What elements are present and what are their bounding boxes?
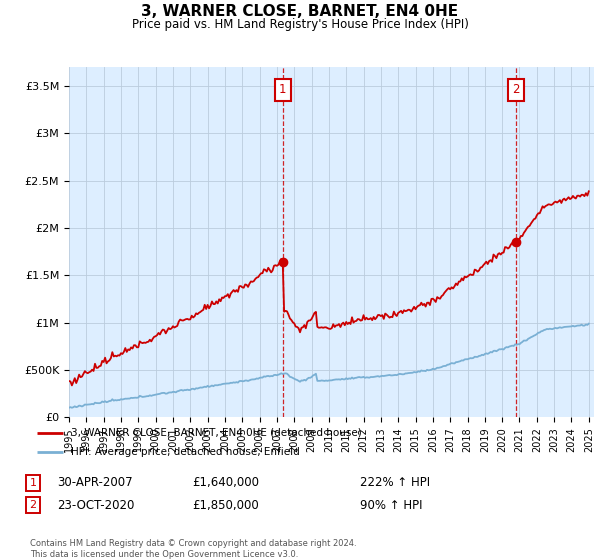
- Text: £1,640,000: £1,640,000: [192, 476, 259, 489]
- Text: 222% ↑ HPI: 222% ↑ HPI: [360, 476, 430, 489]
- Text: 30-APR-2007: 30-APR-2007: [57, 476, 133, 489]
- Text: 3, WARNER CLOSE, BARNET, EN4 0HE: 3, WARNER CLOSE, BARNET, EN4 0HE: [142, 4, 458, 19]
- Text: 1: 1: [279, 83, 286, 96]
- Text: Contains HM Land Registry data © Crown copyright and database right 2024.
This d: Contains HM Land Registry data © Crown c…: [30, 539, 356, 559]
- Text: 23-OCT-2020: 23-OCT-2020: [57, 498, 134, 512]
- Text: £1,850,000: £1,850,000: [192, 498, 259, 512]
- Text: 1: 1: [29, 478, 37, 488]
- Text: 2: 2: [29, 500, 37, 510]
- Text: 2: 2: [512, 83, 520, 96]
- Text: 90% ↑ HPI: 90% ↑ HPI: [360, 498, 422, 512]
- Text: Price paid vs. HM Land Registry's House Price Index (HPI): Price paid vs. HM Land Registry's House …: [131, 18, 469, 31]
- Text: 3, WARNER CLOSE, BARNET, EN4 0HE (detached house): 3, WARNER CLOSE, BARNET, EN4 0HE (detach…: [71, 428, 362, 438]
- Text: HPI: Average price, detached house, Enfield: HPI: Average price, detached house, Enfi…: [71, 446, 299, 456]
